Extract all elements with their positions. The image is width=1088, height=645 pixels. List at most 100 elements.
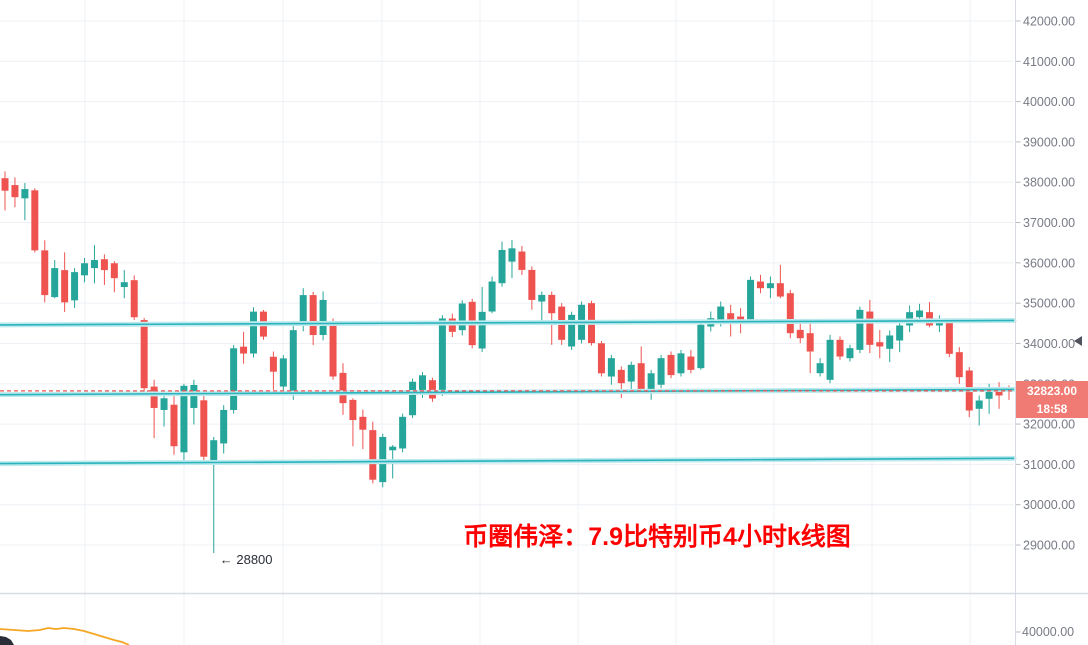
candle-body	[81, 263, 89, 276]
candle-body	[786, 293, 794, 334]
candle-body	[428, 380, 436, 399]
candle-body	[389, 446, 397, 451]
candle-body	[796, 329, 804, 339]
candle-body	[498, 249, 506, 284]
candle-body	[240, 346, 248, 354]
candle-body	[220, 409, 228, 444]
candle-body	[110, 263, 118, 279]
candle-body	[866, 311, 874, 345]
y-axis-label: 35000.00	[1023, 297, 1075, 311]
candle-body	[528, 269, 536, 300]
candle-body	[568, 314, 576, 347]
candle-body	[160, 398, 168, 410]
candle-body	[985, 388, 993, 399]
candle-body	[21, 189, 29, 199]
candle-body	[200, 400, 208, 457]
candle-body	[647, 373, 655, 390]
candle-body	[677, 353, 685, 374]
trendline[interactable]	[0, 319, 1015, 326]
candle-body	[399, 416, 407, 449]
candle-body	[120, 282, 128, 288]
y-axis-label: 30000.00	[1023, 498, 1075, 512]
candle-body	[826, 339, 834, 380]
candle-body	[409, 381, 417, 416]
candle-body	[617, 369, 625, 384]
candle-body	[71, 272, 79, 301]
candle-body	[31, 190, 39, 251]
trendline[interactable]	[0, 457, 1015, 465]
price-scale-arrow-icon[interactable]	[1074, 336, 1082, 346]
candle-body	[687, 356, 695, 370]
candle-body	[806, 333, 814, 352]
y-axis-label: 40000.00	[1023, 95, 1075, 109]
candle-body	[11, 185, 19, 198]
candle-body	[697, 324, 705, 369]
candle-body	[419, 375, 427, 394]
candle-body	[945, 320, 953, 354]
y-axis-label: 32000.00	[1023, 418, 1075, 432]
candle-body	[299, 295, 307, 326]
candle-body	[339, 372, 347, 404]
candle-body	[737, 316, 745, 322]
candle-body	[140, 320, 148, 389]
candle-body	[478, 311, 486, 349]
dark-indicator-fragment	[0, 636, 14, 645]
candle-body	[170, 404, 178, 447]
candle-body	[359, 416, 367, 430]
candle-body	[766, 283, 774, 289]
candle-body	[329, 323, 337, 377]
candle-body	[180, 385, 188, 453]
candle-body	[518, 251, 526, 270]
candle-body	[727, 313, 735, 320]
candle-body	[210, 440, 218, 462]
candle-body	[637, 363, 645, 390]
y-axis-label: 38000.00	[1023, 176, 1075, 190]
candle-body	[508, 248, 516, 262]
candle-body	[458, 303, 466, 331]
candle-body	[279, 358, 287, 387]
candle-body	[657, 358, 665, 385]
candle-body	[190, 384, 198, 408]
candle-body	[597, 343, 605, 374]
lower-panel-indicator-line	[0, 627, 130, 645]
candle-body	[1, 178, 9, 191]
candle-body	[150, 386, 158, 408]
candle-body	[846, 348, 854, 359]
candle-body	[717, 306, 725, 322]
candle-body	[130, 280, 138, 318]
candle-body	[250, 311, 258, 354]
y-axis-label: 31000.00	[1023, 458, 1075, 472]
y-axis-label: 39000.00	[1023, 135, 1075, 149]
candle-body	[100, 259, 108, 271]
candle-body	[607, 358, 615, 377]
candle-body	[955, 352, 963, 378]
candle-body	[886, 335, 894, 349]
candle-body	[747, 279, 755, 322]
y-axis-label: 33000.00	[1023, 377, 1075, 391]
candle-body	[538, 294, 546, 302]
candle-body	[548, 294, 556, 314]
candle-body	[349, 399, 357, 421]
candle-body	[896, 325, 904, 341]
y-axis-label: 37000.00	[1023, 216, 1075, 230]
candle-body	[756, 281, 764, 289]
trendline[interactable]	[0, 388, 1015, 396]
candle-body	[627, 364, 635, 382]
candle-body	[230, 348, 238, 410]
candle-body	[51, 268, 59, 298]
y-axis-label: 29000.00	[1023, 539, 1075, 553]
y-axis-label: 34000.00	[1023, 337, 1075, 351]
candle-body	[856, 309, 864, 350]
candle-body	[438, 318, 446, 394]
candle-body	[41, 250, 49, 296]
y-axis-label: 41000.00	[1023, 55, 1075, 69]
candle-body	[319, 299, 327, 335]
candle-body	[836, 339, 844, 357]
candle-body	[369, 430, 377, 480]
candle-body	[816, 363, 824, 374]
y-axis-label: 42000.00	[1023, 15, 1075, 29]
candle-body	[309, 295, 317, 335]
candle-body	[916, 310, 924, 318]
